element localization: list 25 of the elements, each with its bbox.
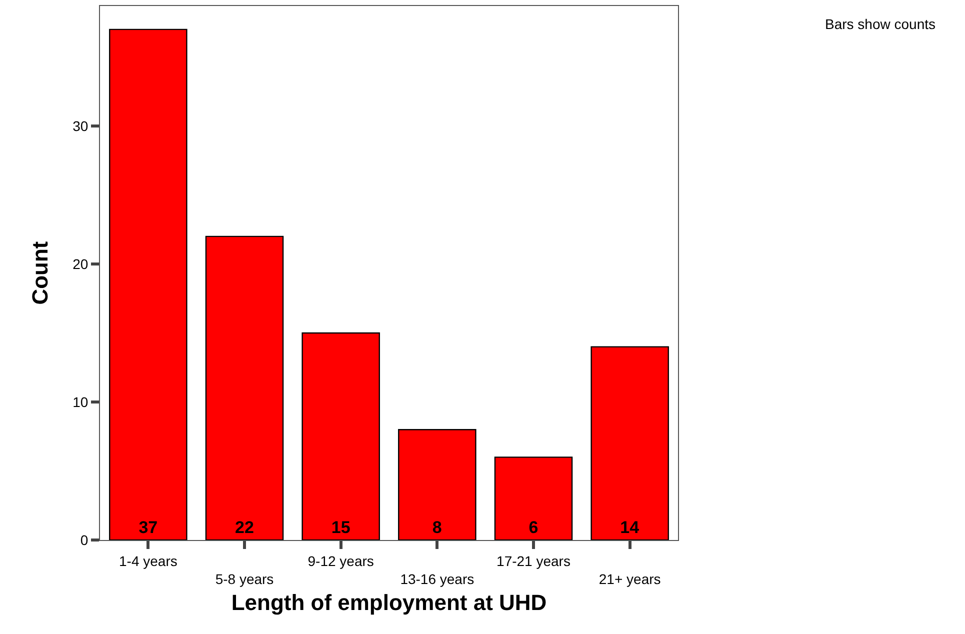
x-tick-label: 13-16 years: [400, 571, 474, 587]
bar: [205, 236, 284, 540]
data-label: 8: [432, 518, 442, 537]
y-tick-label: 10: [72, 394, 88, 410]
y-axis-title: Count: [27, 240, 52, 305]
y-tick-label: 20: [72, 256, 88, 272]
x-tick-label: 9-12 years: [308, 552, 374, 569]
bar: [590, 346, 669, 540]
data-label: 14: [620, 518, 640, 537]
x-axis-title: Length of employment at UHD: [231, 590, 547, 615]
x-tick-label: 5-8 years: [215, 571, 274, 587]
bar: [494, 456, 573, 540]
x-tick-label: 21+ years: [598, 571, 661, 587]
data-label: 37: [138, 518, 158, 537]
bar: [109, 28, 188, 540]
y-tick-label: 30: [72, 118, 88, 134]
data-label: 15: [331, 518, 350, 537]
bar: [302, 332, 380, 540]
x-tick-label: 1-4 years: [118, 552, 178, 569]
y-tick-label: 0: [80, 532, 88, 548]
bar: [398, 429, 476, 540]
x-tick-label: 17-21 years: [496, 552, 570, 569]
data-label: 22: [235, 518, 254, 537]
text: Bars show counts: [825, 16, 936, 32]
data-label: 6: [528, 518, 538, 537]
